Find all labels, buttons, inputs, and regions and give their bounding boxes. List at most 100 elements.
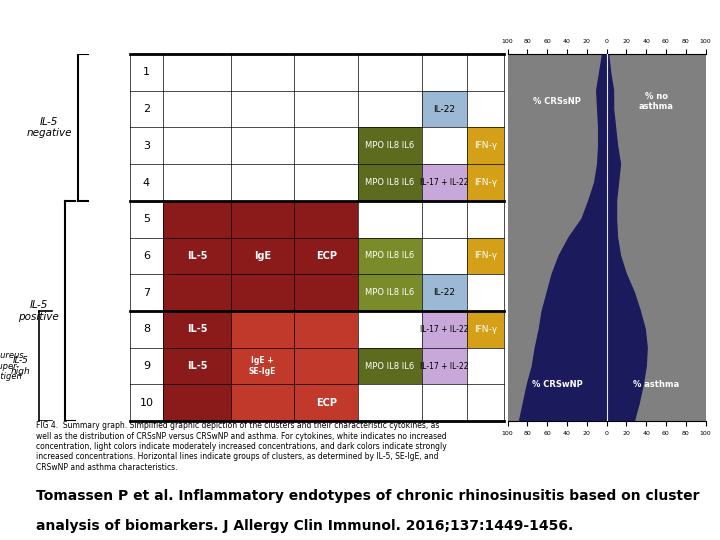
FancyBboxPatch shape <box>294 201 358 238</box>
FancyBboxPatch shape <box>130 201 163 238</box>
Text: MPO IL8 IL6: MPO IL8 IL6 <box>365 252 415 260</box>
FancyBboxPatch shape <box>294 54 358 91</box>
FancyBboxPatch shape <box>294 311 358 348</box>
FancyBboxPatch shape <box>230 238 294 274</box>
FancyBboxPatch shape <box>163 91 230 127</box>
FancyBboxPatch shape <box>294 238 358 274</box>
FancyBboxPatch shape <box>422 311 467 348</box>
Text: IL-5
high: IL-5 high <box>11 356 31 376</box>
FancyBboxPatch shape <box>163 384 230 421</box>
Text: 6: 6 <box>143 251 150 261</box>
Text: Tomassen P et al. Inflammatory endotypes of chronic rhinosinusitis based on clus: Tomassen P et al. Inflammatory endotypes… <box>36 489 700 503</box>
FancyBboxPatch shape <box>294 91 358 127</box>
FancyBboxPatch shape <box>130 238 163 274</box>
FancyBboxPatch shape <box>467 311 504 348</box>
FancyBboxPatch shape <box>467 54 504 91</box>
FancyBboxPatch shape <box>130 311 163 348</box>
Text: MPO IL8 IL6: MPO IL8 IL6 <box>365 362 415 370</box>
Text: 5: 5 <box>143 214 150 224</box>
Text: % CRSwNP: % CRSwNP <box>532 380 582 389</box>
Text: % no
asthma: % no asthma <box>639 92 673 111</box>
FancyBboxPatch shape <box>422 201 467 238</box>
FancyBboxPatch shape <box>163 274 230 311</box>
Text: 1: 1 <box>143 68 150 77</box>
Text: IFN-γ: IFN-γ <box>474 178 497 187</box>
FancyBboxPatch shape <box>130 274 163 311</box>
Text: 8: 8 <box>143 325 150 334</box>
Text: MPO IL8 IL6: MPO IL8 IL6 <box>365 178 415 187</box>
Text: IFN-γ: IFN-γ <box>474 252 497 260</box>
Text: IL-22: IL-22 <box>433 288 455 297</box>
FancyBboxPatch shape <box>130 91 163 127</box>
Text: IL-5: IL-5 <box>186 325 207 334</box>
FancyBboxPatch shape <box>358 54 422 91</box>
FancyBboxPatch shape <box>130 127 163 164</box>
FancyBboxPatch shape <box>422 54 467 91</box>
FancyBboxPatch shape <box>358 164 422 201</box>
FancyBboxPatch shape <box>230 384 294 421</box>
FancyBboxPatch shape <box>358 91 422 127</box>
Text: MPO IL8 IL6: MPO IL8 IL6 <box>365 141 415 150</box>
FancyBboxPatch shape <box>163 238 230 274</box>
FancyBboxPatch shape <box>294 164 358 201</box>
FancyBboxPatch shape <box>130 384 163 421</box>
FancyBboxPatch shape <box>358 274 422 311</box>
FancyBboxPatch shape <box>358 201 422 238</box>
FancyBboxPatch shape <box>358 164 422 201</box>
FancyBboxPatch shape <box>294 274 358 311</box>
FancyBboxPatch shape <box>163 127 230 164</box>
FancyBboxPatch shape <box>163 201 230 238</box>
FancyBboxPatch shape <box>467 274 504 311</box>
FancyBboxPatch shape <box>230 311 294 348</box>
FancyBboxPatch shape <box>230 274 294 311</box>
FancyBboxPatch shape <box>422 91 467 127</box>
FancyBboxPatch shape <box>422 91 467 127</box>
FancyBboxPatch shape <box>358 238 422 274</box>
FancyBboxPatch shape <box>358 348 422 384</box>
FancyBboxPatch shape <box>163 311 230 348</box>
FancyBboxPatch shape <box>163 384 230 421</box>
Text: 4: 4 <box>143 178 150 187</box>
FancyBboxPatch shape <box>467 164 504 201</box>
FancyBboxPatch shape <box>358 311 422 348</box>
FancyBboxPatch shape <box>163 238 230 274</box>
Text: IL-5
positive: IL-5 positive <box>19 300 59 322</box>
FancyBboxPatch shape <box>422 348 467 384</box>
FancyBboxPatch shape <box>230 201 294 238</box>
FancyBboxPatch shape <box>294 311 358 348</box>
FancyBboxPatch shape <box>358 274 422 311</box>
FancyBboxPatch shape <box>294 384 358 421</box>
Text: FIG 4.  Summary graph. Simplified graphic depiction of the clusters and their ch: FIG 4. Summary graph. Simplified graphic… <box>36 421 446 472</box>
FancyBboxPatch shape <box>358 238 422 274</box>
Text: 2: 2 <box>143 104 150 114</box>
Text: IgE: IgE <box>254 251 271 261</box>
FancyBboxPatch shape <box>358 384 422 421</box>
FancyBboxPatch shape <box>294 238 358 274</box>
Text: % CRSsNP: % CRSsNP <box>534 97 581 106</box>
FancyBboxPatch shape <box>467 311 504 348</box>
FancyBboxPatch shape <box>422 127 467 164</box>
FancyBboxPatch shape <box>230 238 294 274</box>
FancyBboxPatch shape <box>294 384 358 421</box>
FancyBboxPatch shape <box>230 54 294 91</box>
FancyBboxPatch shape <box>467 91 504 127</box>
Text: IL-17 + IL-22: IL-17 + IL-22 <box>420 178 468 187</box>
Text: IL-22: IL-22 <box>433 105 455 113</box>
FancyBboxPatch shape <box>422 384 467 421</box>
FancyBboxPatch shape <box>130 348 163 384</box>
FancyBboxPatch shape <box>422 274 467 311</box>
FancyBboxPatch shape <box>230 311 294 348</box>
FancyBboxPatch shape <box>230 127 294 164</box>
FancyBboxPatch shape <box>467 384 504 421</box>
FancyBboxPatch shape <box>358 348 422 384</box>
FancyBboxPatch shape <box>163 348 230 384</box>
Text: IL-5: IL-5 <box>186 251 207 261</box>
FancyBboxPatch shape <box>163 274 230 311</box>
FancyBboxPatch shape <box>130 54 163 91</box>
FancyBboxPatch shape <box>294 127 358 164</box>
FancyBboxPatch shape <box>230 348 294 384</box>
FancyBboxPatch shape <box>422 348 467 384</box>
FancyBboxPatch shape <box>163 201 230 238</box>
FancyBboxPatch shape <box>163 54 230 91</box>
Text: IL-5
negative: IL-5 negative <box>27 117 72 138</box>
